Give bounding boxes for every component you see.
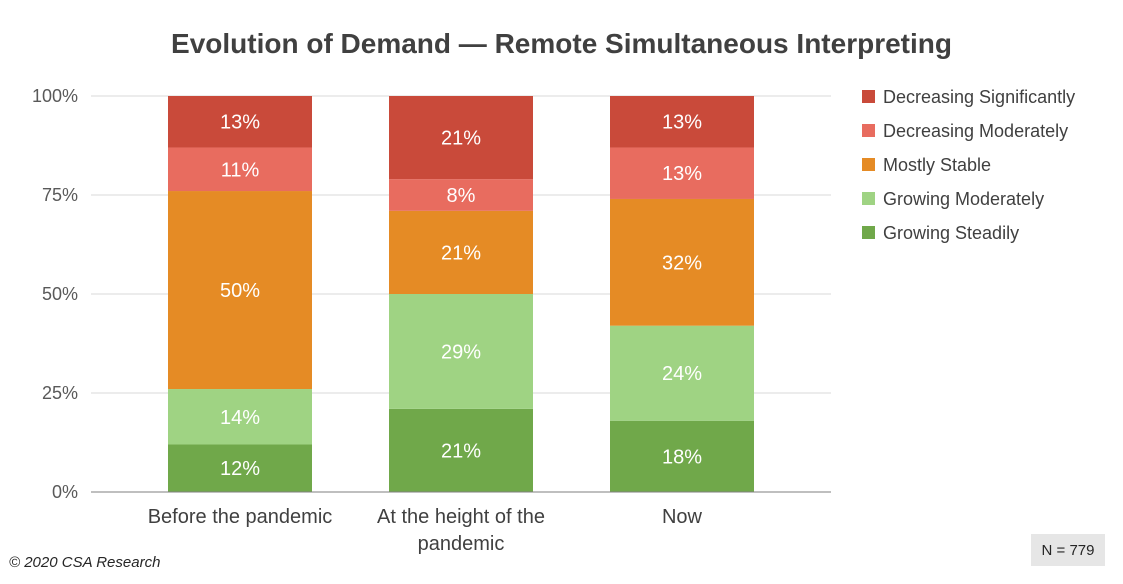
data-label: 21% [441,242,481,264]
data-label: 21% [441,128,481,150]
bar-segment [389,210,533,294]
data-label: 13% [220,112,260,134]
y-tick-label: 50% [42,284,78,304]
bar-segment [610,147,754,199]
data-label: 14% [220,407,260,429]
bar-segment [610,420,754,492]
bar-segment [168,96,312,148]
copyright-footnote: © 2020 CSA Research [9,554,161,571]
legend[interactable]: Decreasing Significantly Decreasing Moder… [862,87,1075,243]
legend-swatch [862,90,875,103]
bar-segment [168,191,312,390]
x-category-label: Before the pandemic [148,506,333,528]
legend-label: Decreasing Moderately [883,121,1068,141]
x-category-label: Now [662,506,703,528]
x-category-label: At the height of the [377,506,545,528]
bar-segment [610,198,754,326]
bar-segment [168,147,312,192]
legend-label: Mostly Stable [883,155,991,175]
data-label: 13% [662,112,702,134]
data-label: 13% [662,163,702,185]
x-category-label: pandemic [418,533,505,555]
bar-segment [168,389,312,445]
legend-swatch [862,226,875,239]
data-label: 18% [662,446,702,468]
bar-segment [610,96,754,148]
legend-label: Decreasing Significantly [883,87,1075,107]
legend-swatch [862,158,875,171]
bar-segment [168,444,312,492]
bar-segment [389,179,533,211]
legend-label: Growing Moderately [883,189,1044,209]
bars: 12% 14% 50% 11% 13% 21% 29% 21% 8% 21% 18% 24% 32% 13… [168,96,754,492]
y-tick-label: 100% [32,86,78,106]
bar-segment [610,325,754,421]
data-label: 21% [441,440,481,462]
y-tick-label: 25% [42,383,78,403]
chart-title: Evolution of Demand — Remote Simultaneou… [171,28,952,59]
data-label: 8% [447,185,476,207]
data-label: 12% [220,458,260,480]
legend-label: Growing Steadily [883,223,1019,243]
y-tick-label: 75% [42,185,78,205]
y-tick-label: 0% [52,482,78,502]
data-label: 32% [662,252,702,274]
bar-segment [389,408,533,492]
bar-segment [389,294,533,409]
legend-swatch [862,124,875,137]
data-label: 24% [662,363,702,385]
data-label: 29% [441,341,481,363]
sample-size-badge: N = 779 [1031,534,1105,566]
data-label: 50% [220,280,260,302]
axes: 0% 25% 50% 75% 100% Before the pandemic At the… [32,86,831,555]
bar-segment [389,96,533,180]
legend-swatch [862,192,875,205]
data-label: 11% [221,159,260,181]
